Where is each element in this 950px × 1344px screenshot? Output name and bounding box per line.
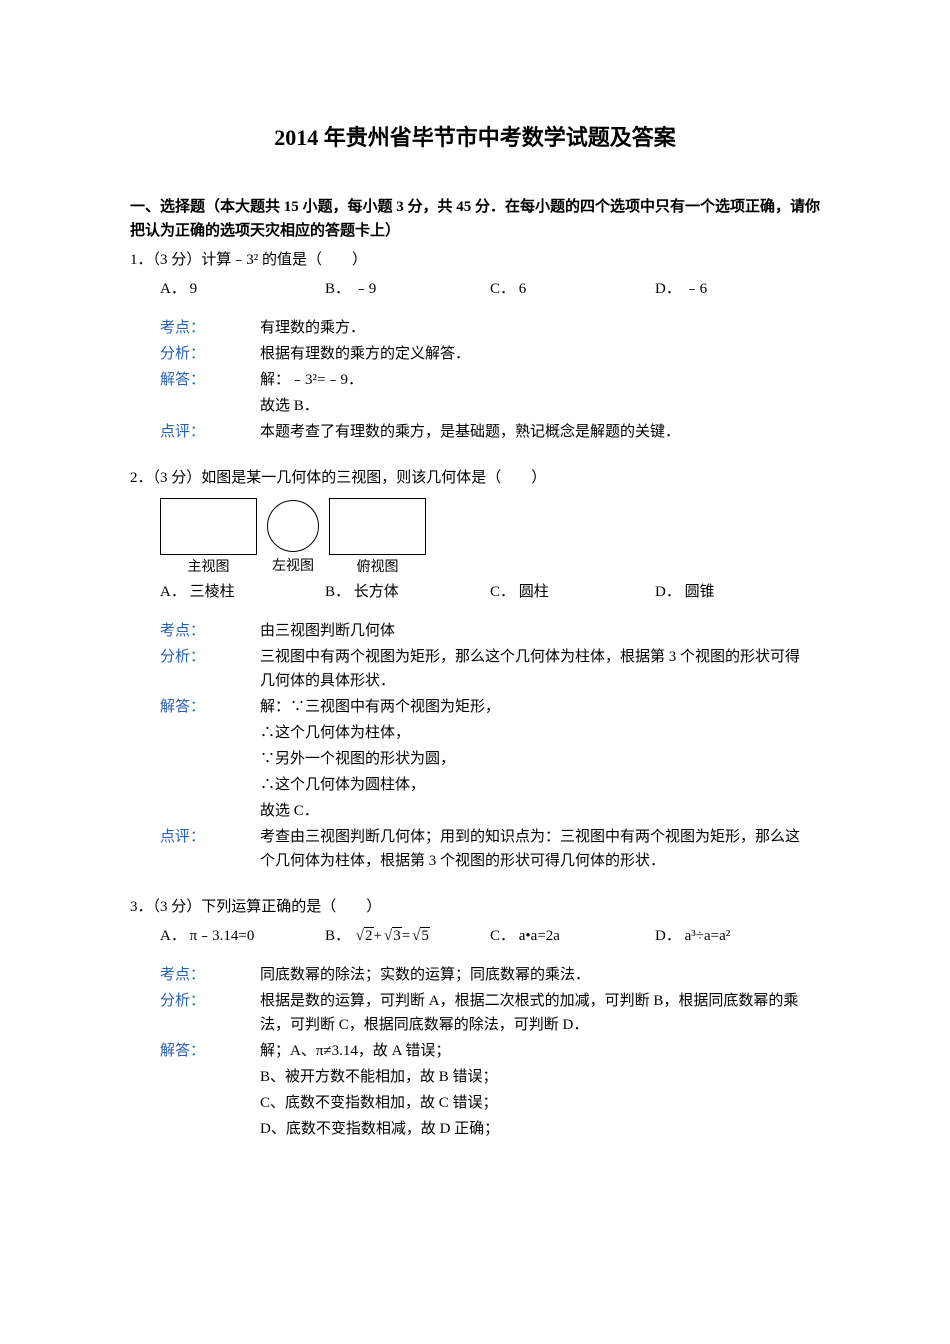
dianping-text: 本题考查了有理数的乘方，是基础题，熟记概念是解题的关键． bbox=[260, 420, 820, 444]
left-view-label: 左视图 bbox=[272, 556, 314, 578]
top-view-shape bbox=[329, 498, 426, 555]
q3-kaodian-row: 考点： 同底数幂的除法；实数的运算；同底数幂的乘法． bbox=[130, 963, 820, 987]
q3-fenxi-row: 分析： 根据是数的运算，可判断 A，根据二次根式的加减，可判断 B，根据同底数幂… bbox=[130, 989, 820, 1037]
q3-optB: B． 2+3=5 bbox=[325, 924, 490, 948]
q3-options: A． π﹣3.14=0 B． 2+3=5 C． a•a=2a D． a³÷a=a… bbox=[130, 924, 820, 948]
q2-jieda-row3: ∵另外一个视图的形状为圆， bbox=[130, 747, 820, 771]
dianping-label: 点评： bbox=[130, 420, 260, 444]
q2-jieda-row5: 故选 C． bbox=[130, 799, 820, 823]
jieda-text: C、底数不变指数相加，故 C 错误； bbox=[260, 1091, 820, 1115]
kaodian-text: 有理数的乘方． bbox=[260, 316, 820, 340]
jieda-text: 解；A、π≠3.14，故 A 错误； bbox=[260, 1039, 820, 1063]
q1-options: A． 9 B． ﹣9 C． 6 D． ﹣6 bbox=[130, 277, 820, 301]
jieda-text: ∴这个几何体为柱体， bbox=[260, 721, 820, 745]
sqrt-icon: 5 bbox=[410, 924, 430, 948]
kaodian-label: 考点： bbox=[130, 963, 260, 987]
top-view-label: 俯视图 bbox=[357, 557, 399, 579]
fenxi-text: 三视图中有两个视图为矩形，那么这个几何体为柱体，根据第 3 个视图的形状可得几何… bbox=[260, 645, 820, 693]
q2-optD: D． 圆锥 bbox=[655, 580, 820, 604]
jieda-text: 故选 C． bbox=[260, 799, 820, 823]
sqrt-icon: 3 bbox=[382, 924, 402, 948]
q2-kaodian-row: 考点： 由三视图判断几何体 bbox=[130, 619, 820, 643]
fenxi-text: 根据有理数的乘方的定义解答． bbox=[260, 342, 820, 366]
section-header: 一、选择题（本大题共 15 小题，每小题 3 分，共 45 分．在每小题的四个选… bbox=[130, 195, 820, 243]
q1-optD: D． ﹣6 bbox=[655, 277, 820, 301]
q3-stem: 3．（3 分）下列运算正确的是（ ） bbox=[130, 895, 820, 919]
q2-jieda-row4: ∴这个几何体为圆柱体， bbox=[130, 773, 820, 797]
q2-views: 主视图 左视图 俯视图 bbox=[130, 498, 820, 579]
jieda-label: 解答： bbox=[130, 1039, 260, 1063]
q2-optA: A． 三棱柱 bbox=[160, 580, 325, 604]
front-view-shape bbox=[160, 498, 257, 555]
q2-optC: C． 圆柱 bbox=[490, 580, 655, 604]
left-view-shape bbox=[267, 500, 319, 552]
jieda-text: 解：﹣3²=﹣9． bbox=[260, 368, 820, 392]
jieda-text: ∵另外一个视图的形状为圆， bbox=[260, 747, 820, 771]
q1-optA: A． 9 bbox=[160, 277, 325, 301]
left-view: 左视图 bbox=[267, 498, 319, 579]
front-view-label: 主视图 bbox=[188, 557, 230, 579]
jieda-text: ∴这个几何体为圆柱体， bbox=[260, 773, 820, 797]
q3-jieda-row4: D、底数不变指数相减，故 D 正确； bbox=[130, 1117, 820, 1141]
front-view: 主视图 bbox=[160, 498, 257, 579]
q3-optD: D． a³÷a=a² bbox=[655, 924, 820, 948]
q1-fenxi-row: 分析： 根据有理数的乘方的定义解答． bbox=[130, 342, 820, 366]
kaodian-label: 考点： bbox=[130, 619, 260, 643]
fenxi-label: 分析： bbox=[130, 645, 260, 669]
q2-options: A． 三棱柱 B． 长方体 C． 圆柱 D． 圆锥 bbox=[130, 580, 820, 604]
q2-stem: 2．（3 分）如图是某一几何体的三视图，则该几何体是（ ） bbox=[130, 466, 820, 490]
q1-optB: B． ﹣9 bbox=[325, 277, 490, 301]
kaodian-text: 由三视图判断几何体 bbox=[260, 619, 820, 643]
jieda-text: D、底数不变指数相减，故 D 正确； bbox=[260, 1117, 820, 1141]
q1-dianping-row: 点评： 本题考查了有理数的乘方，是基础题，熟记概念是解题的关键． bbox=[130, 420, 820, 444]
q2-optB: B． 长方体 bbox=[325, 580, 490, 604]
optB-prefix: B． bbox=[325, 928, 354, 944]
q2-fenxi-row: 分析： 三视图中有两个视图为矩形，那么这个几何体为柱体，根据第 3 个视图的形状… bbox=[130, 645, 820, 693]
fenxi-text: 根据是数的运算，可判断 A，根据二次根式的加减，可判断 B，根据同底数幂的乘法，… bbox=[260, 989, 820, 1037]
q3-optA: A． π﹣3.14=0 bbox=[160, 924, 325, 948]
q1-jieda-row2: 故选 B． bbox=[130, 394, 820, 418]
page-title: 2014 年贵州省毕节市中考数学试题及答案 bbox=[130, 120, 820, 155]
fenxi-label: 分析： bbox=[130, 342, 260, 366]
jieda-text: 故选 B． bbox=[260, 394, 820, 418]
q1-optC: C． 6 bbox=[490, 277, 655, 301]
fenxi-label: 分析： bbox=[130, 989, 260, 1013]
kaodian-text: 同底数幂的除法；实数的运算；同底数幂的乘法． bbox=[260, 963, 820, 987]
exam-page: 2014 年贵州省毕节市中考数学试题及答案 一、选择题（本大题共 15 小题，每… bbox=[0, 0, 950, 1344]
q2-dianping-row: 点评： 考查由三视图判断几何体；用到的知识点为：三视图中有两个视图为矩形，那么这… bbox=[130, 825, 820, 873]
jieda-label: 解答： bbox=[130, 695, 260, 719]
q3-jieda-row3: C、底数不变指数相加，故 C 错误； bbox=[130, 1091, 820, 1115]
dianping-text: 考查由三视图判断几何体；用到的知识点为：三视图中有两个视图为矩形，那么这个几何体… bbox=[260, 825, 820, 873]
q1-stem: 1．（3 分）计算﹣3² 的值是（ ） bbox=[130, 248, 820, 272]
q3-jieda-row1: 解答： 解；A、π≠3.14，故 A 错误； bbox=[130, 1039, 820, 1063]
kaodian-label: 考点： bbox=[130, 316, 260, 340]
top-view: 俯视图 bbox=[329, 498, 426, 579]
q2-jieda-row2: ∴这个几何体为柱体， bbox=[130, 721, 820, 745]
q1-kaodian-row: 考点： 有理数的乘方． bbox=[130, 316, 820, 340]
q3-optC: C． a•a=2a bbox=[490, 924, 655, 948]
jieda-text: 解：∵三视图中有两个视图为矩形， bbox=[260, 695, 820, 719]
sqrt-icon: 2 bbox=[354, 924, 374, 948]
jieda-text: B、被开方数不能相加，故 B 错误； bbox=[260, 1065, 820, 1089]
q2-jieda-row1: 解答： 解：∵三视图中有两个视图为矩形， bbox=[130, 695, 820, 719]
dianping-label: 点评： bbox=[130, 825, 260, 849]
jieda-label: 解答： bbox=[130, 368, 260, 392]
q3-jieda-row2: B、被开方数不能相加，故 B 错误； bbox=[130, 1065, 820, 1089]
q1-jieda-row1: 解答： 解：﹣3²=﹣9． bbox=[130, 368, 820, 392]
